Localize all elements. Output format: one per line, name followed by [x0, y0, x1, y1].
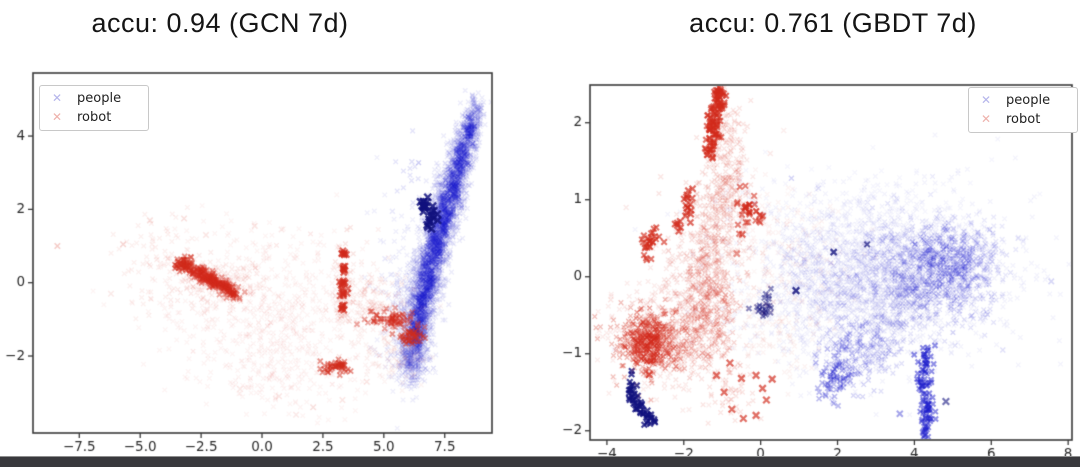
legend-entry-robot: ✕ robot — [46, 108, 138, 127]
legend-entry-people: ✕ people — [46, 89, 138, 108]
left-chart-title: accu: 0.94 (GCN 7d) — [91, 8, 349, 38]
robot-x-marker-icon: ✕ — [980, 112, 992, 126]
right-chart-title: accu: 0.761 (GBDT 7d) — [689, 8, 977, 38]
people-x-marker-icon: ✕ — [51, 91, 63, 105]
legend-entry-robot: ✕ robot — [975, 110, 1067, 129]
robot-x-marker-icon: ✕ — [51, 110, 63, 124]
legend-label-people: people — [1006, 93, 1051, 108]
right-legend: ✕ people ✕ robot — [968, 87, 1078, 133]
left-legend: ✕ people ✕ robot — [39, 85, 149, 131]
legend-entry-people: ✕ people — [975, 91, 1067, 110]
legend-label-robot: robot — [77, 110, 112, 125]
legend-label-people: people — [77, 91, 122, 106]
video-progress-bar[interactable] — [0, 456, 1080, 467]
people-x-marker-icon: ✕ — [980, 93, 992, 107]
legend-label-robot: robot — [1006, 112, 1041, 127]
